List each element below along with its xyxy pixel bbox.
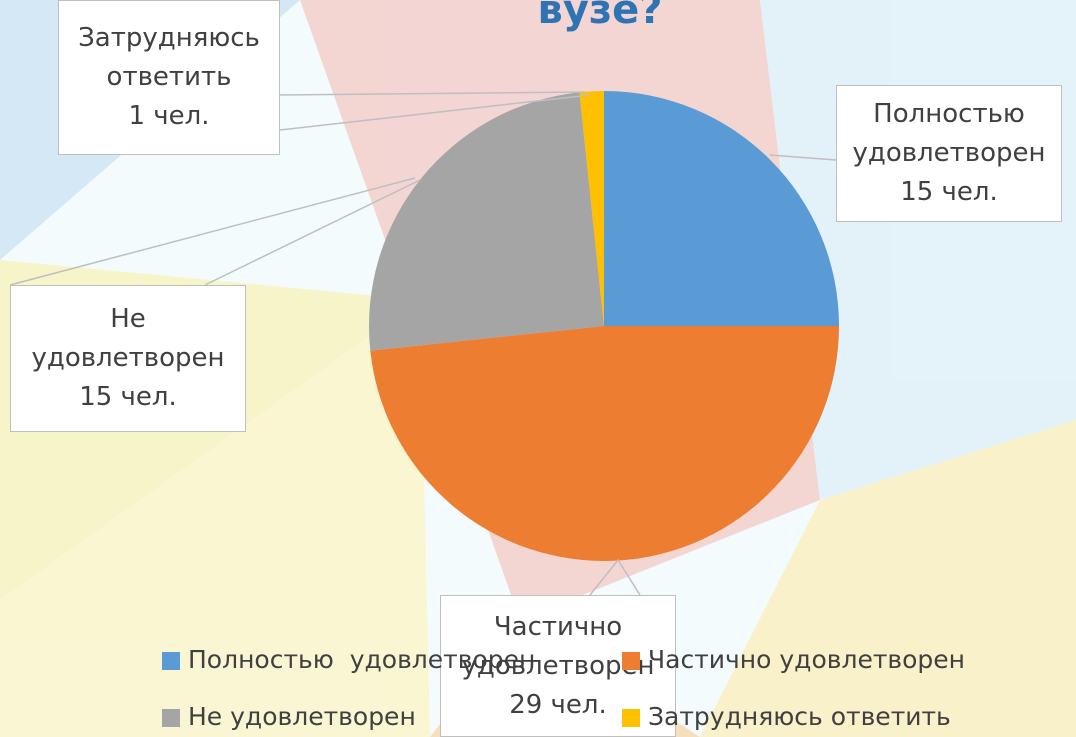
slide: вузе? Полностью удовлетворен15 чел.Части… (0, 0, 1076, 737)
legend-label: Затрудняюсь ответить (648, 702, 951, 731)
legend-swatch (162, 652, 180, 670)
legend: Полностью удовлетворен Частично удовлетво… (0, 0, 1076, 737)
legend-swatch (622, 652, 640, 670)
legend-label: Полностью удовлетворен (188, 645, 535, 674)
legend-label: Не удовлетворен (188, 702, 416, 731)
legend-label: Частично удовлетворен (648, 645, 965, 674)
legend-swatch (622, 709, 640, 727)
legend-swatch (162, 709, 180, 727)
